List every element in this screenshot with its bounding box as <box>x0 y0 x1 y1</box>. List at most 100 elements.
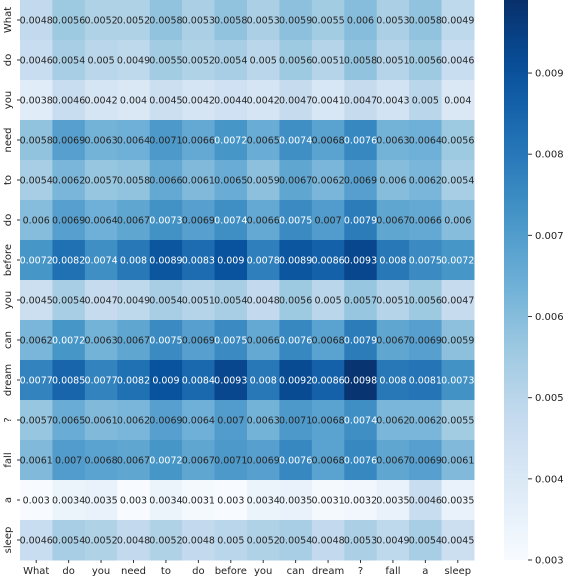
colorbar-tick-label: 0.009 <box>535 69 564 80</box>
cell-value-label: 0.0069 <box>52 136 85 147</box>
heatmap-cell <box>117 440 151 481</box>
cell-value-label: 0.0054 <box>214 296 247 307</box>
heatmap-cell <box>84 240 118 281</box>
heatmap-cell <box>409 480 443 521</box>
cell-value-label: 0.0052 <box>149 536 182 547</box>
y-tick-label: sleep <box>3 527 14 554</box>
cell-value-label: 0.0051 <box>182 296 215 307</box>
cell-value-label: 0.009 <box>217 256 244 267</box>
cell-value-label: 0.0046 <box>409 496 442 507</box>
colorbar-tick-label: 0.006 <box>535 312 564 323</box>
cell-value-label: 0.0053 <box>182 16 215 27</box>
cell-value-label: 0.0056 <box>279 296 312 307</box>
x-tick-label: before <box>215 566 247 576</box>
cell-value-label: 0.005 <box>412 96 439 107</box>
heatmap-cell <box>52 40 86 81</box>
heatmap-cell <box>20 360 53 401</box>
heatmap-cell <box>84 520 118 561</box>
heatmap-cell <box>441 120 475 161</box>
heatmap-cell <box>84 360 118 401</box>
heatmap-cell <box>247 240 280 281</box>
cell-value-label: 0.008 <box>379 376 406 387</box>
cell-value-label: 0.0056 <box>52 16 85 27</box>
cell-value-label: 0.0082 <box>117 376 150 387</box>
heatmap-cell <box>182 360 216 401</box>
cell-value-label: 0.0071 <box>279 416 312 427</box>
heatmap-cell <box>84 0 118 41</box>
cell-value-label: 0.0076 <box>279 456 312 467</box>
cell-value-label: 0.0061 <box>20 456 53 467</box>
x-tick-label: you <box>92 566 110 576</box>
heatmap-cell <box>20 240 53 281</box>
cell-value-label: 0.004 <box>120 96 147 107</box>
cell-value-label: 0.0044 <box>214 96 247 107</box>
heatmap-cell <box>149 520 183 561</box>
cell-value-label: 0.0079 <box>344 216 377 227</box>
heatmap-cell <box>214 200 248 241</box>
y-axis-ticks: What do you need to do before you can dream? fall a… <box>3 7 20 554</box>
cell-value-label: 0.0054 <box>20 176 53 187</box>
heatmap-cell <box>441 320 475 361</box>
heatmap-cell <box>376 120 410 161</box>
cell-value-label: 0.0051 <box>376 56 409 67</box>
x-tick-label: to <box>161 566 171 576</box>
colorbar-tick-label: 0.003 <box>535 556 564 567</box>
cell-value-label: 0.0046 <box>52 96 85 107</box>
cell-value-label: 0.0069 <box>344 176 377 187</box>
heatmap-cell <box>311 120 345 161</box>
cell-value-label: 0.0059 <box>247 176 280 187</box>
heatmap-cell <box>182 80 216 121</box>
heatmap-cell <box>409 360 443 401</box>
x-tick-label: do <box>192 566 204 576</box>
heatmap-cell <box>344 480 378 521</box>
cell-value-label: 0.0042 <box>247 96 280 107</box>
cell-value-label: 0.0035 <box>441 496 474 507</box>
heatmap-cell <box>376 240 410 281</box>
cell-value-label: 0.0063 <box>376 136 409 147</box>
heatmap-cell <box>117 360 151 401</box>
heatmap-cell <box>247 520 280 561</box>
heatmap-cell <box>149 480 183 521</box>
cell-value-label: 0.0055 <box>149 56 182 67</box>
heatmap-cell <box>214 280 248 321</box>
cell-value-label: 0.0042 <box>84 96 117 107</box>
heatmap-cell <box>52 360 86 401</box>
cell-value-label: 0.0048 <box>182 536 215 547</box>
heatmap-cell <box>409 160 443 201</box>
cell-value-label: 0.0051 <box>376 296 409 307</box>
colorbar-tick-label: 0.007 <box>535 231 564 242</box>
cell-value-label: 0.0074 <box>279 136 312 147</box>
heatmap-cell <box>214 80 248 121</box>
x-tick-label: What <box>23 566 49 576</box>
cell-value-label: 0.0053 <box>344 536 377 547</box>
heatmap-cell <box>311 280 345 321</box>
cell-value-label: 0.0058 <box>409 16 442 27</box>
heatmap-cell <box>409 120 443 161</box>
cell-value-label: 0.003 <box>23 496 50 507</box>
heatmap-cell <box>149 240 183 281</box>
cell-value-label: 0.0066 <box>182 136 215 147</box>
heatmap-cell <box>376 200 410 241</box>
heatmap-cell <box>344 440 378 481</box>
cell-value-label: 0.0062 <box>311 176 344 187</box>
cell-value-label: 0.006 <box>444 216 471 227</box>
heatmap-cell <box>52 280 86 321</box>
cell-value-label: 0.003 <box>217 496 244 507</box>
colorbar-tick-label: 0.005 <box>535 393 564 404</box>
heatmap-cell <box>214 440 248 481</box>
heatmap-cell <box>117 400 151 441</box>
cell-value-label: 0.0054 <box>52 536 85 547</box>
cell-value-label: 0.0068 <box>311 456 344 467</box>
cell-value-label: 0.0052 <box>84 536 117 547</box>
heatmap-cell <box>311 0 345 41</box>
heatmap-cell <box>344 0 378 41</box>
cell-value-label: 0.0058 <box>20 136 53 147</box>
cell-value-label: 0.0056 <box>409 296 442 307</box>
heatmap-cell <box>214 400 248 441</box>
cell-value-label: 0.0065 <box>247 136 280 147</box>
heatmap-cell <box>149 160 183 201</box>
cell-value-label: 0.0035 <box>376 496 409 507</box>
cell-value-label: 0.005 <box>87 56 114 67</box>
cell-value-label: 0.0034 <box>247 496 280 507</box>
heatmap-cell <box>344 400 378 441</box>
